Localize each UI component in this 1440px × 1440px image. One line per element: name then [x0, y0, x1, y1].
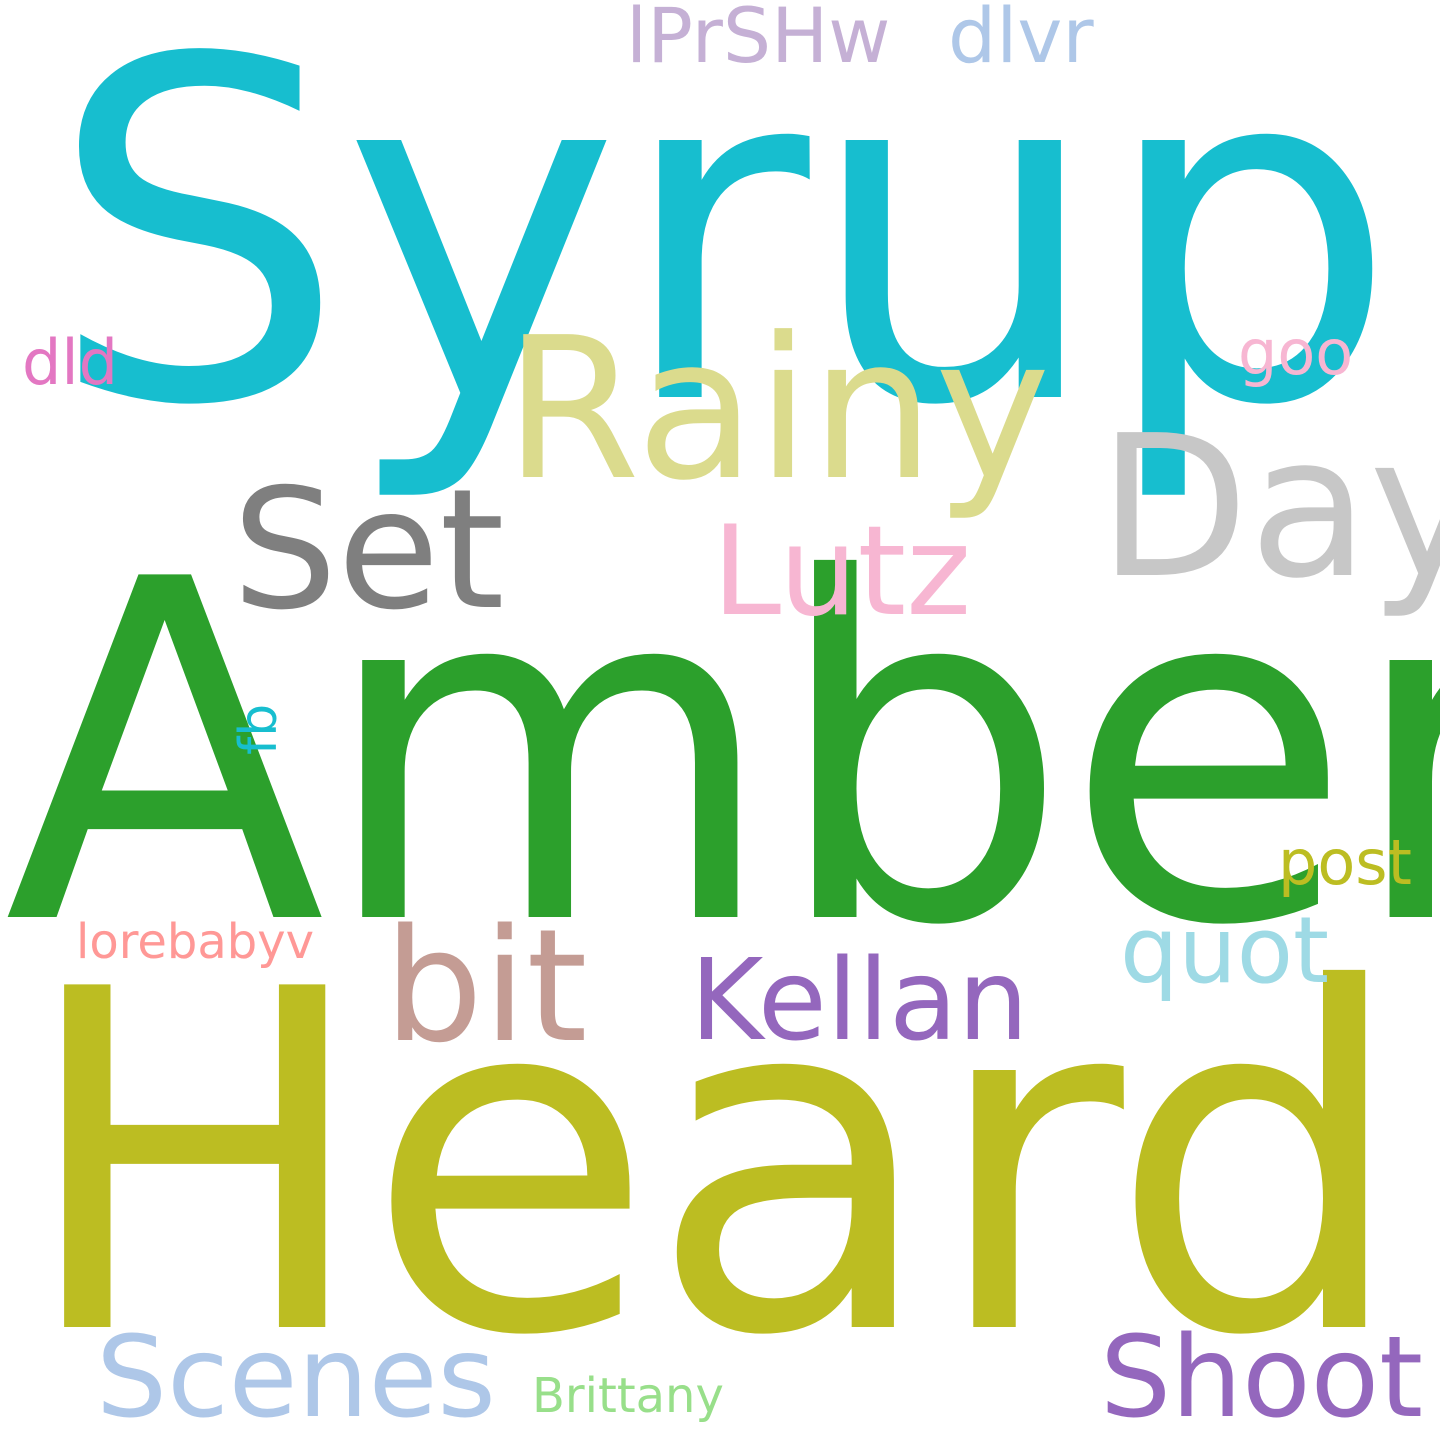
word-bit: bit [384, 895, 588, 1077]
word-rainy: Rainy [504, 296, 1051, 524]
word-quot: quot [1120, 897, 1330, 1004]
word-amber: Amber [4, 481, 1440, 1028]
word-kellan: Kellan [690, 936, 1029, 1066]
word-lorebabyv: lorebabyv [76, 914, 315, 970]
word-goo: goo [1238, 316, 1354, 389]
word-heard: Heard [18, 891, 1408, 1438]
word-day: Day [1098, 394, 1440, 622]
word-dlvr: dlvr [948, 0, 1094, 80]
word-dld: dld [22, 326, 118, 399]
word-post: post [1278, 826, 1412, 899]
word-fb: fb [229, 703, 289, 755]
word-set: Set [232, 454, 505, 647]
word-brittany: Brittany [532, 1368, 724, 1424]
word-syrup: Syrup [48, 0, 1398, 508]
word-shoot: Shoot [1100, 1313, 1424, 1440]
word-lutz: Lutz [712, 500, 972, 644]
word-scenes: Scenes [96, 1313, 496, 1440]
word-lprshw: lPrSHw [626, 0, 891, 80]
